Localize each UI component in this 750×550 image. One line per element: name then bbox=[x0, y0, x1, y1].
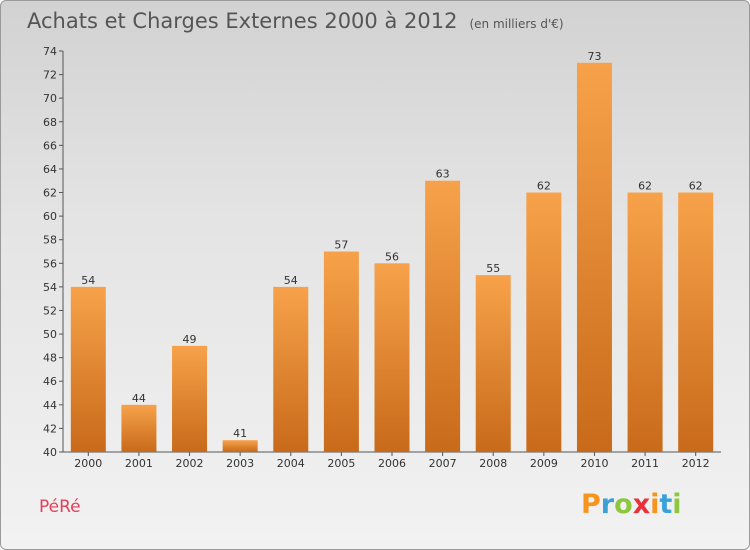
bar-2001 bbox=[121, 404, 157, 452]
bar-2011 bbox=[627, 192, 663, 452]
x-tick-label: 2002 bbox=[176, 457, 204, 470]
proxiti-logo: Proxiti bbox=[581, 489, 682, 520]
bar-2000 bbox=[70, 286, 106, 452]
bar-2009 bbox=[526, 192, 562, 452]
chart-axes: 40 42 44 46 48 50 52 54 56 58 60 62 64 66 68 70 72 74 2000… bbox=[43, 45, 721, 470]
y-tick-label: 48 bbox=[43, 352, 57, 365]
data-label: 49 bbox=[183, 333, 197, 346]
bar-2006 bbox=[374, 263, 410, 452]
data-label: 56 bbox=[385, 250, 399, 263]
bar-2010 bbox=[576, 62, 612, 452]
y-tick-label: 44 bbox=[43, 399, 57, 412]
y-tick-label: 74 bbox=[43, 45, 57, 58]
y-tick-label: 42 bbox=[43, 422, 57, 435]
x-tick-label: 2005 bbox=[327, 457, 355, 470]
y-tick-label: 72 bbox=[43, 69, 57, 82]
y-tick-label: 66 bbox=[43, 139, 57, 152]
logo-letter: i bbox=[650, 489, 660, 520]
x-tick-label: 2001 bbox=[125, 457, 153, 470]
bar-2007 bbox=[425, 180, 461, 452]
data-label: 54 bbox=[284, 274, 298, 287]
logo-letter: t bbox=[659, 489, 673, 520]
x-tick-label: 2007 bbox=[429, 457, 457, 470]
y-tick-label: 50 bbox=[43, 328, 57, 341]
x-tick-label: 2003 bbox=[226, 457, 254, 470]
data-label: 54 bbox=[81, 274, 95, 287]
y-tick-label: 60 bbox=[43, 210, 57, 223]
commune-name: PéRé bbox=[39, 497, 81, 517]
y-tick-label: 62 bbox=[43, 187, 57, 200]
y-tick-label: 70 bbox=[43, 92, 57, 105]
y-tick-label: 54 bbox=[43, 281, 57, 294]
y-tick-label: 40 bbox=[43, 446, 57, 459]
bar-2008 bbox=[475, 275, 511, 452]
logo-letter: x bbox=[632, 489, 651, 520]
data-label: 57 bbox=[334, 239, 348, 252]
x-tick-label: 2008 bbox=[479, 457, 507, 470]
x-tick-label: 2004 bbox=[277, 457, 305, 470]
y-tick-label: 46 bbox=[43, 375, 57, 388]
data-label: 62 bbox=[689, 180, 703, 193]
bar-2005 bbox=[323, 251, 359, 452]
logo-letter: i bbox=[672, 489, 682, 520]
data-label: 62 bbox=[638, 180, 652, 193]
x-tick-label: 2012 bbox=[682, 457, 710, 470]
y-tick-label: 52 bbox=[43, 304, 57, 317]
bar-2002 bbox=[172, 345, 208, 452]
logo-letter: r bbox=[600, 489, 615, 520]
x-tick-label: 2011 bbox=[631, 457, 659, 470]
data-label: 62 bbox=[537, 180, 551, 193]
logo-letter: P bbox=[581, 489, 601, 520]
data-label: 41 bbox=[233, 427, 247, 440]
y-tick-label: 58 bbox=[43, 234, 57, 247]
y-tick-label: 56 bbox=[43, 257, 57, 270]
y-tick-label: 64 bbox=[43, 163, 57, 176]
data-label: 73 bbox=[587, 50, 601, 63]
logo-letter: o bbox=[614, 489, 633, 520]
data-label: 55 bbox=[486, 262, 500, 275]
data-label: 44 bbox=[132, 392, 146, 405]
bar-2012 bbox=[678, 192, 714, 452]
bar-2004 bbox=[273, 286, 309, 452]
x-tick-label: 2010 bbox=[580, 457, 608, 470]
y-tick-label: 68 bbox=[43, 116, 57, 129]
x-tick-label: 2000 bbox=[74, 457, 102, 470]
chart-bars: 54 44 49 41 54 57 56 63 55 62 73 62 62 bbox=[70, 50, 714, 452]
bar-2003 bbox=[222, 440, 258, 452]
x-tick-label: 2009 bbox=[530, 457, 558, 470]
x-tick-label: 2006 bbox=[378, 457, 406, 470]
chart-title: Achats et Charges Externes 2000 à 2012 (e… bbox=[27, 9, 564, 33]
chart-subtitle: (en milliers d'€) bbox=[469, 17, 564, 31]
data-label: 63 bbox=[436, 168, 450, 181]
